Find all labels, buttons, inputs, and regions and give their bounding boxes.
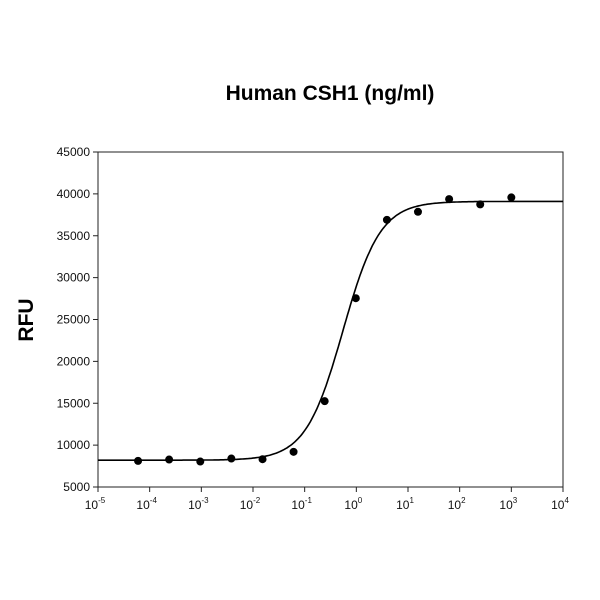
data-point bbox=[445, 195, 454, 204]
data-point bbox=[413, 207, 422, 216]
data-point bbox=[227, 454, 236, 463]
fit-curve bbox=[98, 200, 563, 461]
x-tick-label: 10-2 bbox=[240, 496, 261, 512]
x-tick-label: 104 bbox=[551, 496, 569, 512]
x-tick-label: 101 bbox=[396, 496, 414, 512]
data-point bbox=[134, 456, 143, 465]
x-tick-label: 10-5 bbox=[85, 496, 106, 512]
y-tick-label: 5000 bbox=[63, 480, 90, 494]
y-tick-label: 20000 bbox=[57, 354, 91, 368]
y-tick-label: 35000 bbox=[57, 229, 91, 243]
y-tick-label: 10000 bbox=[57, 438, 91, 452]
data-point bbox=[507, 193, 516, 202]
x-tick-label: 10-3 bbox=[188, 496, 209, 512]
data-point bbox=[351, 294, 360, 303]
y-tick-label: 45000 bbox=[57, 145, 91, 159]
x-tick-label: 100 bbox=[344, 496, 362, 512]
y-tick-label: 30000 bbox=[57, 271, 91, 285]
x-tick-label: 10-4 bbox=[136, 496, 157, 512]
y-axis-label: RFU bbox=[15, 298, 38, 341]
data-point bbox=[196, 457, 205, 466]
data-point bbox=[165, 455, 174, 464]
x-tick-label: 103 bbox=[499, 496, 517, 512]
data-point bbox=[382, 215, 391, 224]
x-tick-label: 102 bbox=[448, 496, 466, 512]
data-point bbox=[476, 200, 485, 209]
x-tick-label: 10-1 bbox=[291, 496, 312, 512]
y-tick-label: 25000 bbox=[57, 313, 91, 327]
y-tick-label: 15000 bbox=[57, 396, 91, 410]
data-point bbox=[320, 397, 329, 406]
data-point bbox=[289, 447, 298, 456]
chart-title: Human CSH1 (ng/ml) bbox=[226, 82, 435, 105]
data-point bbox=[258, 455, 267, 464]
y-tick-label: 40000 bbox=[57, 187, 91, 201]
